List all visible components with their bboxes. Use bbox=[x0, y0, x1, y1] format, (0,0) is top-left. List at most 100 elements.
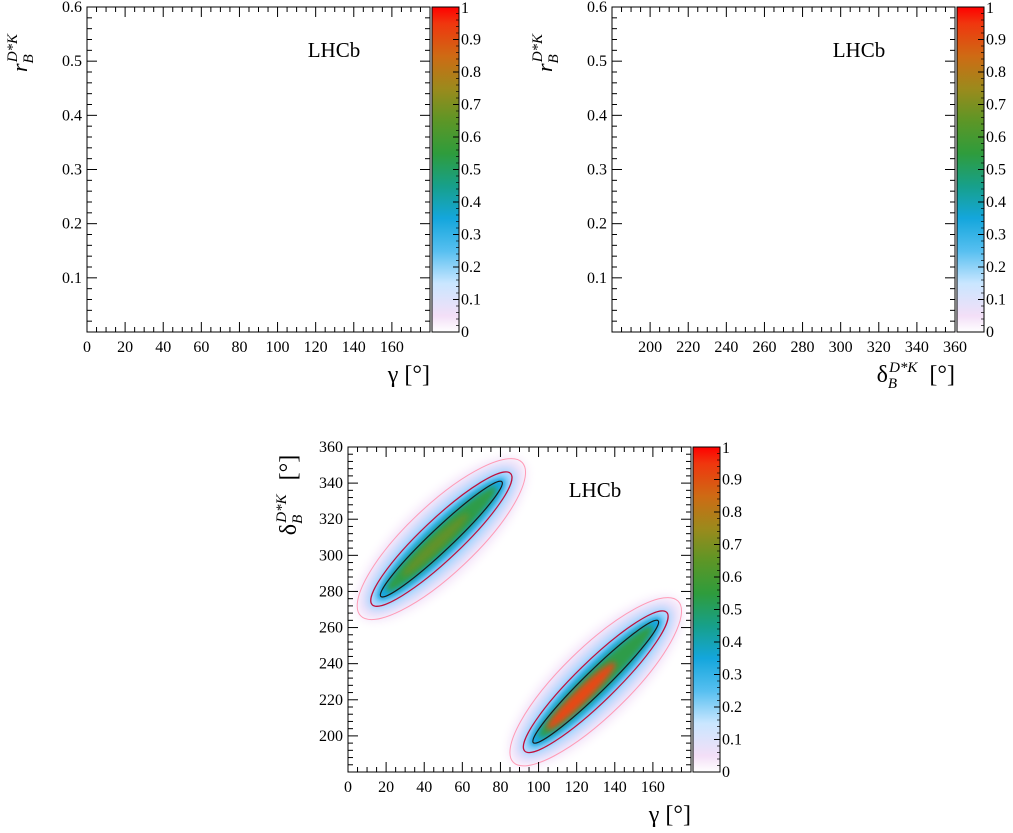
colorbar-tick-label: 1 bbox=[461, 0, 469, 17]
y-tick-label: 300 bbox=[319, 547, 343, 564]
colorbar-tick-label: 0.8 bbox=[461, 64, 481, 81]
colorbar-tick-label: 0.6 bbox=[461, 129, 481, 146]
colorbar-tick-label: 0.4 bbox=[461, 194, 481, 211]
colorbar-tick-label: 0.3 bbox=[986, 227, 1006, 244]
x-tick-label: 360 bbox=[943, 339, 967, 356]
contour-95 bbox=[370, 471, 513, 607]
x-tick-label: 40 bbox=[416, 779, 432, 796]
lhcb-label: LHCb bbox=[833, 38, 886, 62]
contour-outer bbox=[509, 597, 683, 767]
x-tick-label: 200 bbox=[638, 339, 662, 356]
colorbar-tick-label: 0.2 bbox=[722, 699, 742, 716]
x-tick-label: 0 bbox=[83, 339, 91, 356]
y-axis-symbol: rBD*K bbox=[530, 33, 562, 72]
contour-outer bbox=[356, 458, 527, 621]
colorbar-tick-label: 0.1 bbox=[461, 292, 481, 309]
density-peak-secondary bbox=[402, 513, 469, 577]
x-tick-label: 80 bbox=[231, 339, 247, 356]
colorbar-tick-label: 0 bbox=[722, 764, 730, 781]
colorbar-tick-label: 0 bbox=[461, 324, 469, 341]
plot-frame bbox=[611, 6, 956, 333]
y-axis-label: rBD*K bbox=[5, 33, 37, 72]
x-tick-label: 240 bbox=[714, 339, 738, 356]
lhcb-label: LHCb bbox=[308, 38, 361, 62]
x-tick-label: 220 bbox=[676, 339, 700, 356]
x-tick-label: 300 bbox=[829, 339, 853, 356]
y-axis-symbol: δBD*K [°] bbox=[274, 455, 306, 535]
y-axis-label: rBD*K bbox=[530, 33, 562, 72]
colorbar-tick-label: 1 bbox=[986, 0, 994, 17]
contour-95 bbox=[522, 610, 669, 754]
chart-panel-gamma-rb: 0 20 40 60 80 100 120 140 160 0.1 0.2 0.3 0.4 0.5 0.6 L… bbox=[5, 0, 481, 388]
y-tick-label: 0.6 bbox=[62, 0, 82, 16]
colorbar-tick-label: 0.8 bbox=[722, 504, 742, 521]
y-tick-label: 0.4 bbox=[587, 107, 607, 124]
y-tick-label: 0.5 bbox=[587, 53, 607, 70]
colorbar-tick-label: 0.6 bbox=[986, 129, 1006, 146]
colorbar-tick-label: 0.7 bbox=[986, 97, 1006, 114]
x-tick-label: 60 bbox=[193, 339, 209, 356]
chart-panel-delta-rb: 200 220 240 260 280 300 320 340 360 0.1 0.2 0.3 0.4 0… bbox=[530, 0, 1006, 392]
x-tick-label: 160 bbox=[641, 779, 665, 796]
colorbar-tick-label: 0.5 bbox=[461, 162, 481, 179]
y-tick-label: 260 bbox=[319, 620, 343, 637]
y-tick-label: 0.3 bbox=[587, 162, 607, 179]
y-tick-label: 200 bbox=[319, 728, 343, 745]
x-tick-label: 100 bbox=[527, 779, 551, 796]
x-tick-label: 260 bbox=[752, 339, 776, 356]
x-tick-label: 100 bbox=[266, 339, 290, 356]
colorbar-tick-label: 0.9 bbox=[986, 32, 1006, 49]
x-tick-label: 60 bbox=[454, 779, 470, 796]
heatmap-layer bbox=[356, 457, 683, 767]
plot-frame bbox=[86, 6, 431, 333]
lhcb-label: LHCb bbox=[569, 478, 622, 502]
contour-68 bbox=[532, 619, 660, 744]
colorbar-tick-label: 0.7 bbox=[722, 537, 742, 554]
x-tick-label: 40 bbox=[155, 339, 171, 356]
density-blob bbox=[356, 457, 527, 621]
density-blob bbox=[509, 596, 683, 767]
contour-68 bbox=[379, 480, 503, 598]
density-peak bbox=[546, 662, 616, 730]
colorbar-tick-label: 0.1 bbox=[722, 732, 742, 749]
colorbar-tick-label: 1 bbox=[722, 440, 730, 457]
x-axis-label: γ [°] bbox=[387, 362, 430, 388]
y-tick-label: 0.5 bbox=[62, 53, 82, 70]
x-tick-label: 20 bbox=[117, 339, 133, 356]
x-axis-label: δBD*K [°] bbox=[877, 360, 955, 392]
y-tick-label: 320 bbox=[319, 511, 343, 528]
chart-panel-gamma-delta: 0 20 40 60 80 100 120 140 160 200 220 240 260 280 300 3… bbox=[274, 439, 742, 828]
colorbar-tick-label: 0.6 bbox=[722, 569, 742, 586]
y-tick-label: 0.2 bbox=[587, 216, 607, 233]
colorbar-tick-label: 0.5 bbox=[986, 162, 1006, 179]
colorbar-tick-label: 0.3 bbox=[722, 667, 742, 684]
x-tick-label: 280 bbox=[791, 339, 815, 356]
x-tick-label: 320 bbox=[867, 339, 891, 356]
y-tick-label: 220 bbox=[319, 692, 343, 709]
x-tick-label: 20 bbox=[378, 779, 394, 796]
colorbar-tick-label: 0.4 bbox=[722, 634, 742, 651]
x-tick-label: 340 bbox=[905, 339, 929, 356]
x-axis-label: γ [°] bbox=[648, 802, 691, 828]
y-tick-label: 360 bbox=[319, 439, 343, 456]
y-tick-label: 340 bbox=[319, 475, 343, 492]
x-tick-label: 140 bbox=[603, 779, 627, 796]
colorbar-tick-label: 0.7 bbox=[461, 97, 481, 114]
x-tick-label: 120 bbox=[565, 779, 589, 796]
y-tick-label: 0.6 bbox=[587, 0, 607, 16]
colorbar-tick-label: 0.4 bbox=[986, 194, 1006, 211]
y-tick-label: 280 bbox=[319, 583, 343, 600]
y-axis-symbol: rBD*K bbox=[5, 33, 37, 72]
colorbar-tick-label: 0.1 bbox=[986, 292, 1006, 309]
y-tick-label: 240 bbox=[319, 656, 343, 673]
y-tick-label: 0.1 bbox=[587, 270, 607, 287]
colorbar-tick-label: 0.9 bbox=[461, 32, 481, 49]
x-tick-label: 120 bbox=[304, 339, 328, 356]
colorbar-tick-label: 0.5 bbox=[722, 602, 742, 619]
y-tick-label: 0.3 bbox=[62, 162, 82, 179]
y-tick-label: 0.1 bbox=[62, 270, 82, 287]
colorbar-tick-label: 0.8 bbox=[986, 64, 1006, 81]
colorbar-tick-label: 0.3 bbox=[461, 227, 481, 244]
colorbar-tick-label: 0.2 bbox=[461, 259, 481, 276]
